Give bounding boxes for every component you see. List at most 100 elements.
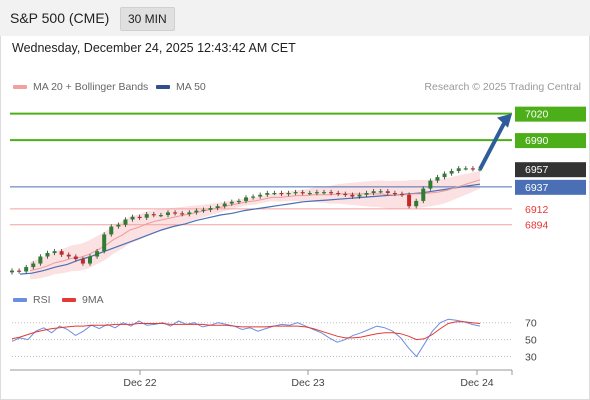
candle-body xyxy=(137,216,142,219)
candle-body xyxy=(258,194,263,197)
candle-body xyxy=(109,226,114,235)
candle-body xyxy=(123,219,128,225)
rsi-tick-50: 50 xyxy=(525,335,537,347)
level-label-6937: 6937 xyxy=(525,182,549,194)
candle-body xyxy=(336,193,341,195)
legend-ma50-swatch xyxy=(156,85,170,89)
candle-body xyxy=(38,256,43,264)
candle-body xyxy=(187,212,192,215)
candle-body xyxy=(95,251,100,257)
candle-body xyxy=(222,203,227,207)
header-bar: S&P 500 (CME) 30 MIN xyxy=(0,0,590,36)
candle-body xyxy=(293,192,298,194)
timeframe-badge[interactable]: 30 MIN xyxy=(120,7,175,31)
candle-body xyxy=(73,256,78,260)
candle-body xyxy=(151,214,156,216)
candle-body xyxy=(116,224,121,227)
level-label-7020: 7020 xyxy=(525,109,549,121)
rsi-tick-70: 70 xyxy=(525,318,537,330)
candle-body xyxy=(456,168,461,171)
candle-body xyxy=(173,212,178,214)
candle-body xyxy=(80,259,85,264)
level-label-bg-7020 xyxy=(515,106,586,122)
candle-body xyxy=(421,188,426,201)
candle-body xyxy=(102,234,107,252)
legend-rsi: RSI xyxy=(13,294,51,306)
candle-body xyxy=(45,252,50,257)
candle-body xyxy=(236,200,241,203)
candle-body xyxy=(229,201,234,204)
candle-body xyxy=(343,193,348,196)
candle-body xyxy=(166,212,170,216)
candle-body xyxy=(371,191,376,193)
candle-body xyxy=(59,251,64,255)
candle-body xyxy=(17,270,22,272)
legend-ma20: MA 20 + Bollinger Bands xyxy=(13,81,148,93)
research-credit: Research © 2025 Trading Central xyxy=(424,81,581,93)
candle-body xyxy=(428,180,433,189)
legend-ma50-label: MA 50 xyxy=(176,81,206,93)
level-label-6912: 6912 xyxy=(525,204,549,216)
x-tick-label: Dec 23 xyxy=(291,377,324,389)
candle-body xyxy=(414,200,419,207)
candle-body xyxy=(52,251,57,253)
candle-body xyxy=(244,197,248,201)
forecast-arrow-shaft xyxy=(478,118,508,171)
candle-body xyxy=(251,196,256,198)
candle-body xyxy=(322,192,326,194)
x-tick-label: Dec 24 xyxy=(460,377,493,389)
candle-body xyxy=(478,169,482,171)
forecast-arrow-head xyxy=(497,113,512,128)
candle-body xyxy=(378,191,383,193)
legend-rsi-ma-label: 9MA xyxy=(82,294,104,306)
candle-body xyxy=(180,213,185,215)
level-label-bg-6937 xyxy=(515,179,586,195)
timestamp: Wednesday, December 24, 2025 12:43:42 AM… xyxy=(12,41,296,55)
level-label-6990: 6990 xyxy=(525,135,549,147)
candle-body xyxy=(10,270,14,273)
candle-body xyxy=(194,210,199,213)
candle-body xyxy=(144,214,149,218)
legend-ma50: MA 50 xyxy=(156,81,206,93)
candle-body xyxy=(279,193,284,195)
candle-body xyxy=(158,215,163,217)
candle-body xyxy=(66,254,71,257)
level-label-bg-6957 xyxy=(515,162,586,178)
candle-body xyxy=(272,193,277,195)
legend-ma20-swatch xyxy=(13,85,27,89)
legend-rsi-ma: 9MA xyxy=(62,294,104,306)
candle-body xyxy=(364,193,369,195)
candle-body xyxy=(385,191,390,193)
candle-body xyxy=(265,193,270,195)
rsi-series-0 xyxy=(11,318,481,358)
bollinger-band xyxy=(30,171,480,280)
legend-rsi-swatch xyxy=(13,298,27,302)
candle-body xyxy=(130,216,135,220)
candle-body xyxy=(449,170,454,174)
candle-body xyxy=(286,193,291,195)
candle-body xyxy=(463,168,468,170)
candle-body xyxy=(307,193,312,195)
candle-body xyxy=(300,192,305,194)
legend-rsi-label: RSI xyxy=(33,294,51,306)
candle-body xyxy=(407,194,412,207)
candle-body xyxy=(357,194,362,197)
rsi-tick-30: 30 xyxy=(525,352,537,364)
instrument-title: S&P 500 (CME) xyxy=(10,10,110,26)
candle-body xyxy=(201,209,206,211)
candle-body xyxy=(31,263,36,268)
rsi-series-1 xyxy=(11,321,481,341)
candle-body xyxy=(400,193,404,196)
candle-body xyxy=(208,207,213,210)
candle-body xyxy=(392,193,397,195)
candle-body xyxy=(88,256,92,264)
legend-rsi-ma-swatch xyxy=(62,298,76,302)
candle-body xyxy=(442,173,447,178)
level-label-6957: 6957 xyxy=(525,164,549,176)
legend-ma20-label: MA 20 + Bollinger Bands xyxy=(33,81,149,93)
candle-body xyxy=(435,177,440,181)
candle-body xyxy=(314,192,319,194)
candle-body xyxy=(350,194,355,197)
candle-body xyxy=(329,192,334,194)
